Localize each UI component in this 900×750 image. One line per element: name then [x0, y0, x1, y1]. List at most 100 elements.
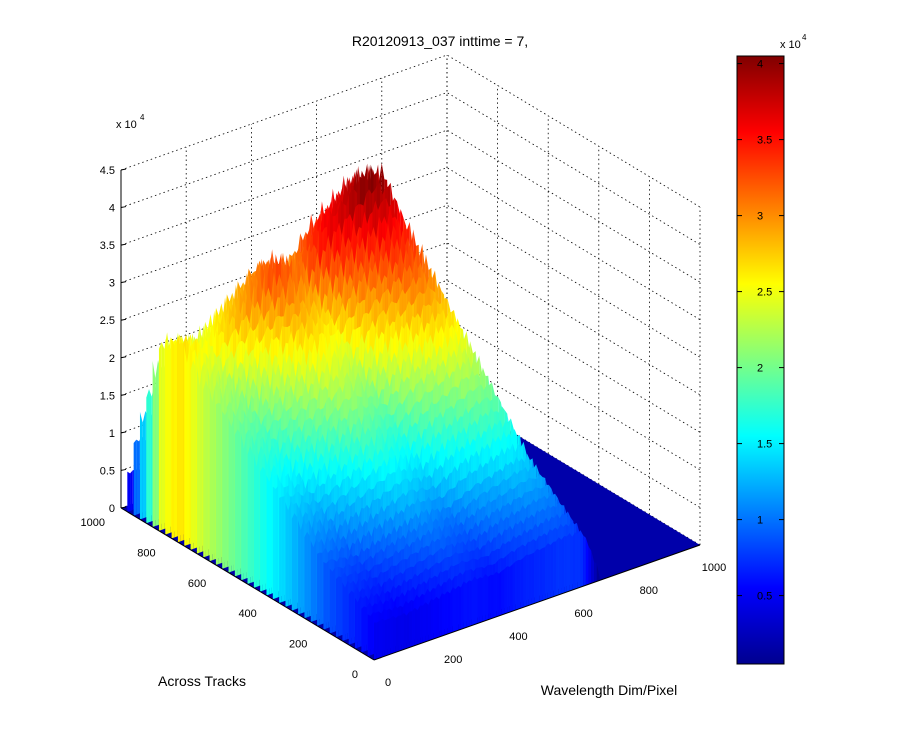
surface-patch [547, 543, 551, 599]
surface-patch [224, 409, 228, 568]
y-tick-label: 1000 [81, 517, 105, 529]
x-axis-label: Wavelength Dim/Pixel [541, 682, 677, 698]
surface-patch [241, 433, 244, 581]
surface-patch [174, 340, 178, 538]
surface-patch [474, 576, 478, 625]
x-tick-label: 400 [509, 631, 527, 643]
surface-patch [463, 581, 467, 629]
surface-patch [444, 591, 448, 636]
surface-patch [342, 582, 346, 641]
surface-patch [382, 619, 385, 658]
surface-patch [436, 596, 440, 638]
surface-patch [545, 543, 548, 600]
surface-patch [180, 343, 184, 542]
surface-patch [285, 502, 289, 607]
z-tick [120, 393, 127, 396]
surface-patch [488, 574, 491, 620]
surface-patch [507, 566, 510, 614]
surface-patch [338, 576, 342, 637]
surface-patch [167, 337, 171, 534]
x-tick-label: 0 [385, 677, 391, 689]
surface-patch [177, 343, 181, 543]
surface-patch [370, 612, 374, 656]
colorbar-tick-label: 0.5 [757, 591, 772, 603]
surface-patch [504, 566, 508, 614]
surface-patch [588, 546, 592, 585]
colorbar-ticks: 0.5 1 1.5 2 2.5 3 3.5 4 [737, 59, 784, 603]
surface-patch [367, 614, 371, 657]
surface-patch [439, 593, 442, 637]
colorbar-tick-label: 3 [757, 211, 763, 223]
surface-patch [158, 342, 162, 531]
surface-patch [361, 606, 365, 653]
surface-patch [351, 590, 355, 644]
surface-patch [136, 439, 140, 515]
surface-patch [403, 612, 407, 650]
z-tick [120, 168, 127, 171]
surface-patch [401, 612, 404, 651]
chart-title: R20120913_037 inttime = 7, [352, 33, 528, 49]
surface-patch [205, 380, 209, 557]
colorbar-tick-label: 2 [757, 363, 763, 375]
surface-patch [542, 547, 546, 601]
colorbar-tick-label: 1.5 [757, 439, 772, 451]
surface-patch [441, 593, 445, 637]
surface-patch [406, 611, 410, 649]
surface-patch [447, 591, 451, 635]
z-tick [120, 356, 127, 359]
surface-patch [594, 561, 597, 583]
z-tick-label: 1.5 [100, 390, 115, 402]
z-tick-label: 3.5 [100, 240, 115, 252]
surface-patch [364, 606, 367, 652]
surface-patch [376, 621, 380, 660]
surface-patch [558, 537, 562, 595]
surface-patch [433, 596, 437, 639]
y-axis-label: Across Tracks [158, 673, 246, 689]
surface-patch [450, 587, 453, 634]
surface-patch [348, 590, 352, 645]
surface-patch [420, 605, 423, 644]
x-axis-ticks: 0 200 400 600 800 1000 [373, 544, 726, 689]
surface-patch [357, 596, 361, 648]
surface-patch [553, 541, 557, 597]
surface-patch [585, 537, 589, 586]
x-axis-line [373, 544, 701, 661]
surface-patch [384, 619, 388, 657]
x-tick-label: 1000 [702, 562, 726, 574]
surface-patch [247, 446, 251, 584]
surface-patch [326, 560, 329, 629]
x-tick-label: 200 [444, 654, 462, 666]
surface-plot [121, 162, 700, 660]
surface-patch [575, 532, 578, 590]
surface-patch [317, 552, 320, 626]
surface-patch [412, 607, 415, 647]
surface-patch [298, 520, 301, 615]
surface-patch [336, 576, 339, 638]
surface-patch [393, 615, 396, 654]
surface-patch [471, 576, 475, 626]
y-axis-ticks: 0 200 400 600 800 1000 [81, 507, 375, 681]
z-multiplier-exponent: 4 [140, 113, 145, 122]
colorbar-multiplier-base: x 10 [780, 39, 801, 51]
surface-patch [323, 562, 327, 630]
z-tick-label: 3 [109, 278, 115, 290]
surface-patch [218, 402, 222, 565]
surface-patch [234, 429, 238, 577]
surface-patch [345, 581, 348, 641]
surface-patch [482, 574, 486, 622]
surface-patch [485, 574, 489, 621]
surface-patch [237, 429, 241, 576]
surface-patch [479, 577, 483, 623]
surface-patch [537, 549, 540, 603]
colorbar-multiplier-exponent: 4 [802, 33, 807, 42]
back-walls-grid [120, 54, 701, 546]
colorbar-tick-label: 2.5 [757, 287, 772, 299]
surface-patch [390, 615, 394, 655]
surface-patch [186, 345, 190, 546]
surface-patch [133, 439, 137, 516]
surface-patch [458, 585, 461, 631]
x-tick-label: 600 [574, 608, 592, 620]
surface-patch [596, 563, 600, 582]
surface-patch [332, 567, 336, 633]
y-tick-label: 0 [352, 669, 358, 681]
